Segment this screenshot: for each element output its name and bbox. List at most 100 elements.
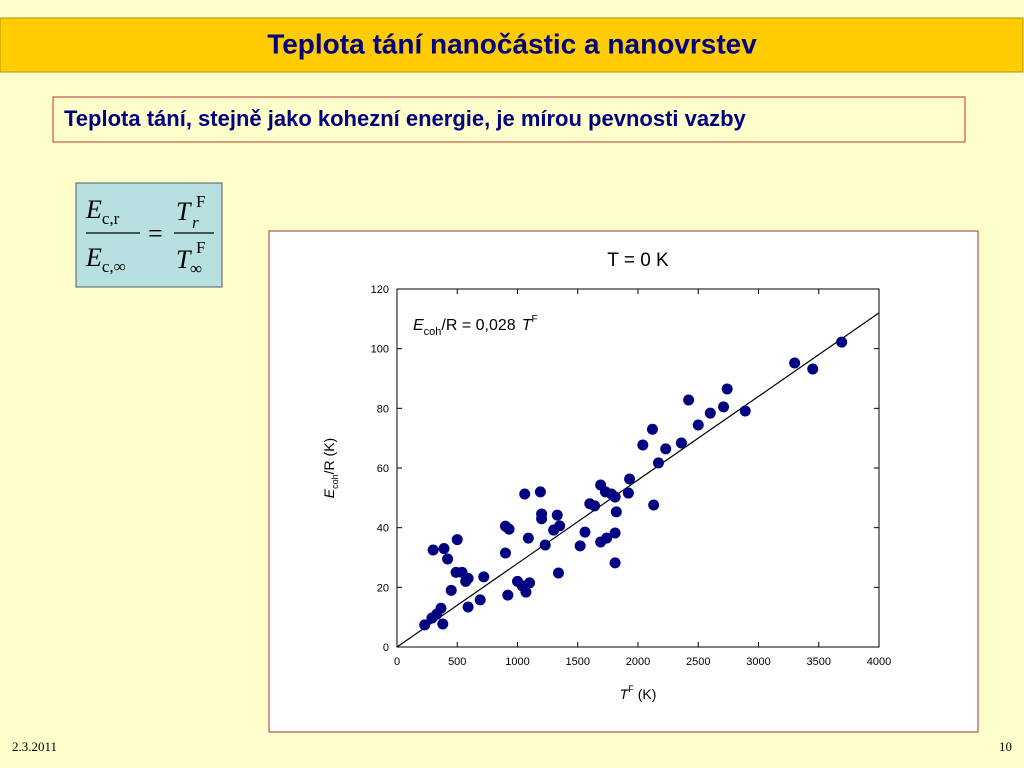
data-point [442, 553, 454, 565]
subscript: ∞ [190, 259, 202, 278]
y-tick-label: 0 [383, 642, 389, 654]
subscript: coh [424, 326, 442, 338]
data-point [419, 619, 431, 631]
slide-title: Teplota tání nanočástic a nanovrstev [267, 28, 757, 59]
symbol: E [85, 195, 102, 224]
symbol: E [321, 488, 337, 498]
data-point [601, 532, 613, 544]
y-tick-label: 20 [377, 582, 389, 594]
data-point [610, 506, 622, 518]
data-point [609, 491, 621, 503]
formula-rhs-num-symbol: T [176, 197, 192, 226]
data-point [551, 509, 563, 521]
data-point [536, 513, 548, 525]
data-point [624, 473, 636, 485]
fit-line [396, 312, 880, 648]
data-point [552, 567, 564, 579]
x-tick-label: 2000 [626, 656, 650, 668]
data-point [622, 487, 634, 499]
data-point [503, 523, 515, 535]
data-point [554, 520, 566, 532]
data-point [589, 500, 601, 512]
data-point [534, 486, 546, 498]
data-point [574, 540, 586, 552]
data-point [692, 419, 704, 431]
symbol: T [522, 317, 533, 334]
formula-rhs-den-symbol: T [176, 245, 192, 274]
data-point [739, 405, 751, 417]
data-point [660, 443, 672, 455]
chart: T = 0 K Ecoh/R = 0,028 TF TF (K) Ecoh/R (K… [321, 250, 891, 702]
superscript: F [196, 192, 205, 211]
x-tick-label: 500 [448, 656, 466, 668]
data-point [519, 488, 531, 500]
data-point [520, 586, 532, 598]
annotation-text: /R = 0,028 [441, 317, 515, 334]
data-point [474, 594, 486, 606]
data-point [502, 589, 514, 601]
y-tick-label: 80 [377, 403, 389, 415]
data-point [609, 557, 621, 569]
data-point [478, 571, 490, 583]
equals: = [148, 219, 163, 248]
data-point [451, 534, 463, 546]
formula-lhs-num: Ec,r [85, 195, 120, 228]
data-point [609, 527, 621, 539]
y-tick-label: 40 [377, 523, 389, 535]
superscript: F [531, 314, 537, 325]
data-point [646, 423, 658, 435]
y-tick-label: 100 [371, 344, 389, 356]
formula-box [75, 182, 223, 288]
superscript: F [196, 238, 205, 257]
y-axis-label: Ecoh/R (K) [321, 438, 340, 498]
x-tick-label: 3500 [807, 656, 831, 668]
symbol: E [85, 243, 102, 272]
subscript: c,r [102, 209, 120, 228]
unit: (K) [638, 686, 657, 702]
data-point [499, 547, 511, 559]
x-tick-label: 4000 [867, 656, 891, 668]
x-tick-label: 2500 [686, 656, 710, 668]
data-point [462, 572, 474, 584]
data-point [683, 394, 695, 406]
annotation: Ecoh/R = 0,028 TF [413, 314, 538, 338]
data-point [652, 457, 664, 469]
data-point [807, 363, 819, 375]
formula-lhs-den: Ec,∞ [85, 243, 126, 276]
subscript: coh [330, 474, 340, 489]
data-point [579, 526, 591, 538]
data-point [524, 577, 536, 589]
symbol: E [413, 317, 424, 334]
footer-date: 2.3.2011 [12, 739, 57, 754]
data-point [718, 401, 730, 413]
page-number: 10 [999, 739, 1012, 754]
x-tick-label: 1000 [505, 656, 529, 668]
x-tick-label: 0 [394, 656, 400, 668]
data-point [427, 544, 439, 556]
y-tick-label: 120 [371, 284, 389, 296]
data-point [648, 499, 660, 511]
data-point [462, 601, 474, 613]
data-point [438, 543, 450, 555]
data-point [675, 437, 687, 449]
symbol: T [620, 686, 630, 702]
data-point [836, 336, 848, 348]
subscript: c,∞ [102, 257, 126, 276]
x-axis-label: TF (K) [620, 684, 657, 702]
data-point [437, 618, 449, 630]
data-point [704, 407, 716, 419]
chart-panel [268, 230, 979, 733]
subscript: r [192, 213, 199, 232]
data-point [445, 584, 457, 596]
chart-title: T = 0 K [607, 250, 669, 271]
data-point [721, 383, 733, 395]
data-point [522, 532, 534, 544]
data-point [637, 439, 649, 451]
x-tick-label: 1500 [566, 656, 590, 668]
data-point [539, 539, 551, 551]
subtitle: Teplota tání, stejně jako kohezní energi… [64, 106, 747, 131]
data-point [789, 357, 801, 369]
y-tick-label: 60 [377, 463, 389, 475]
title-bar [0, 17, 1024, 73]
